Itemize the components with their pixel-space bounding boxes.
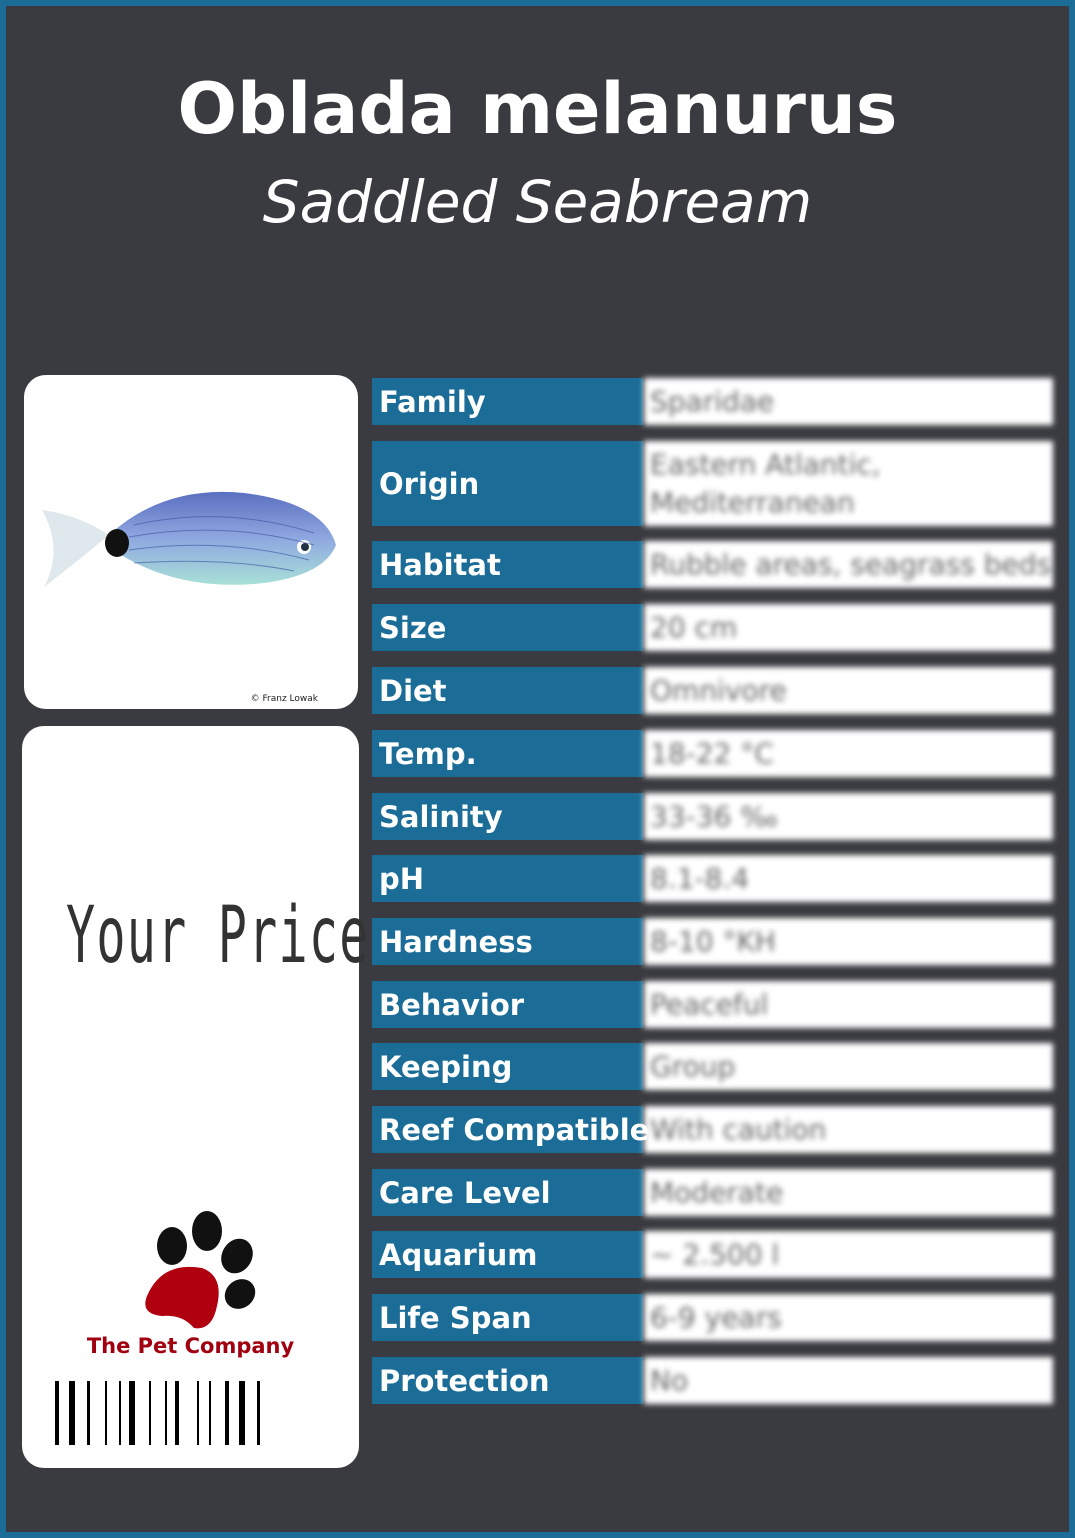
fact-label: Size [372, 604, 643, 651]
brand-name: The Pet Company [86, 1334, 295, 1358]
fact-label: Care Level [372, 1169, 643, 1216]
fact-value: Moderate [644, 1169, 1053, 1216]
fact-row: Behavior Peaceful [372, 981, 1053, 1028]
price-card: Your Price The Pet Company [22, 726, 368, 1468]
barcode-bar [105, 1381, 107, 1445]
barcode-bar [175, 1381, 179, 1445]
fact-value: Eastern Atlantic, Mediterranean [644, 441, 1053, 526]
barcode-bar [119, 1381, 121, 1445]
fact-row: Temp. 18-22 °C [372, 730, 1053, 777]
barcode-bar [129, 1381, 135, 1445]
fact-label: Protection [372, 1357, 643, 1404]
fact-label: Keeping [372, 1043, 643, 1090]
fact-value: 8-10 °KH [644, 918, 1053, 965]
scientific-name: Oblada melanurus [177, 68, 898, 150]
fact-label: Diet [372, 667, 643, 714]
fact-row: Protection No [372, 1357, 1053, 1404]
fact-label: Reef Compatible [372, 1106, 649, 1153]
fact-label: Aquarium [372, 1231, 643, 1278]
fact-value: 33-36 ‰ [644, 793, 1053, 840]
fact-label: Hardness [372, 918, 643, 965]
fact-label: Behavior [372, 981, 643, 1028]
fact-label: pH [372, 855, 643, 902]
barcode-bar [165, 1381, 167, 1445]
barcode-bar [257, 1381, 260, 1445]
fact-value: Peaceful [644, 981, 1053, 1028]
fact-label: Habitat [372, 541, 643, 588]
fact-value: Omnivore [644, 667, 1053, 714]
fact-row: Habitat Rubble areas, seagrass beds [372, 541, 1053, 588]
fact-value: 20 cm [644, 604, 1053, 651]
barcode-bar [69, 1381, 75, 1445]
fact-row: Life Span 6-9 years [372, 1294, 1053, 1341]
fact-row: Aquarium ~ 2.500 l [372, 1231, 1053, 1278]
barcode-bar [149, 1381, 151, 1445]
fact-row: Hardness 8-10 °KH [372, 918, 1053, 965]
barcode [55, 1381, 260, 1445]
fact-row: Origin Eastern Atlantic, Mediterranean [372, 441, 1053, 526]
fact-row: Diet Omnivore [372, 667, 1053, 714]
fact-value: With caution [644, 1106, 1053, 1153]
fact-row: Size 20 cm [372, 604, 1053, 651]
fact-value: ~ 2.500 l [644, 1231, 1053, 1278]
barcode-bar [197, 1381, 199, 1445]
barcode-bar [55, 1381, 59, 1445]
fact-label: Salinity [372, 793, 643, 840]
fact-row: Care Level Moderate [372, 1169, 1053, 1216]
fish-image [42, 491, 336, 587]
fact-value: Rubble areas, seagrass beds [644, 541, 1053, 588]
barcode-bar [209, 1381, 211, 1445]
fact-value: 18-22 °C [644, 730, 1053, 777]
fact-label: Life Span [372, 1294, 643, 1341]
paw-logo-icon [145, 1211, 256, 1329]
fact-value: 6-9 years [644, 1294, 1053, 1341]
fact-row: pH 8.1-8.4 [372, 855, 1053, 902]
barcode-bar [239, 1381, 245, 1445]
fact-row: Keeping Group [372, 1043, 1053, 1090]
fact-label: Origin [372, 441, 643, 526]
barcode-bar [87, 1381, 90, 1445]
photo-credit: © Franz Lowak [250, 694, 318, 704]
common-name: Saddled Seabream [262, 168, 813, 236]
fact-label: Temp. [372, 730, 643, 777]
fact-value: 8.1-8.4 [644, 855, 1053, 902]
barcode-bar [225, 1381, 229, 1445]
price-label: Your Price [66, 891, 370, 981]
fish-photo-card: © Franz Lowak [24, 375, 358, 709]
fact-row: Reef Compatible With caution [372, 1106, 1053, 1153]
fact-row: Salinity 33-36 ‰ [372, 793, 1053, 840]
fact-row: Family Sparidae [372, 378, 1053, 425]
fact-label: Family [372, 378, 643, 425]
fact-value: Group [644, 1043, 1053, 1090]
fact-value: Sparidae [644, 378, 1053, 425]
fact-value: No [644, 1357, 1053, 1404]
